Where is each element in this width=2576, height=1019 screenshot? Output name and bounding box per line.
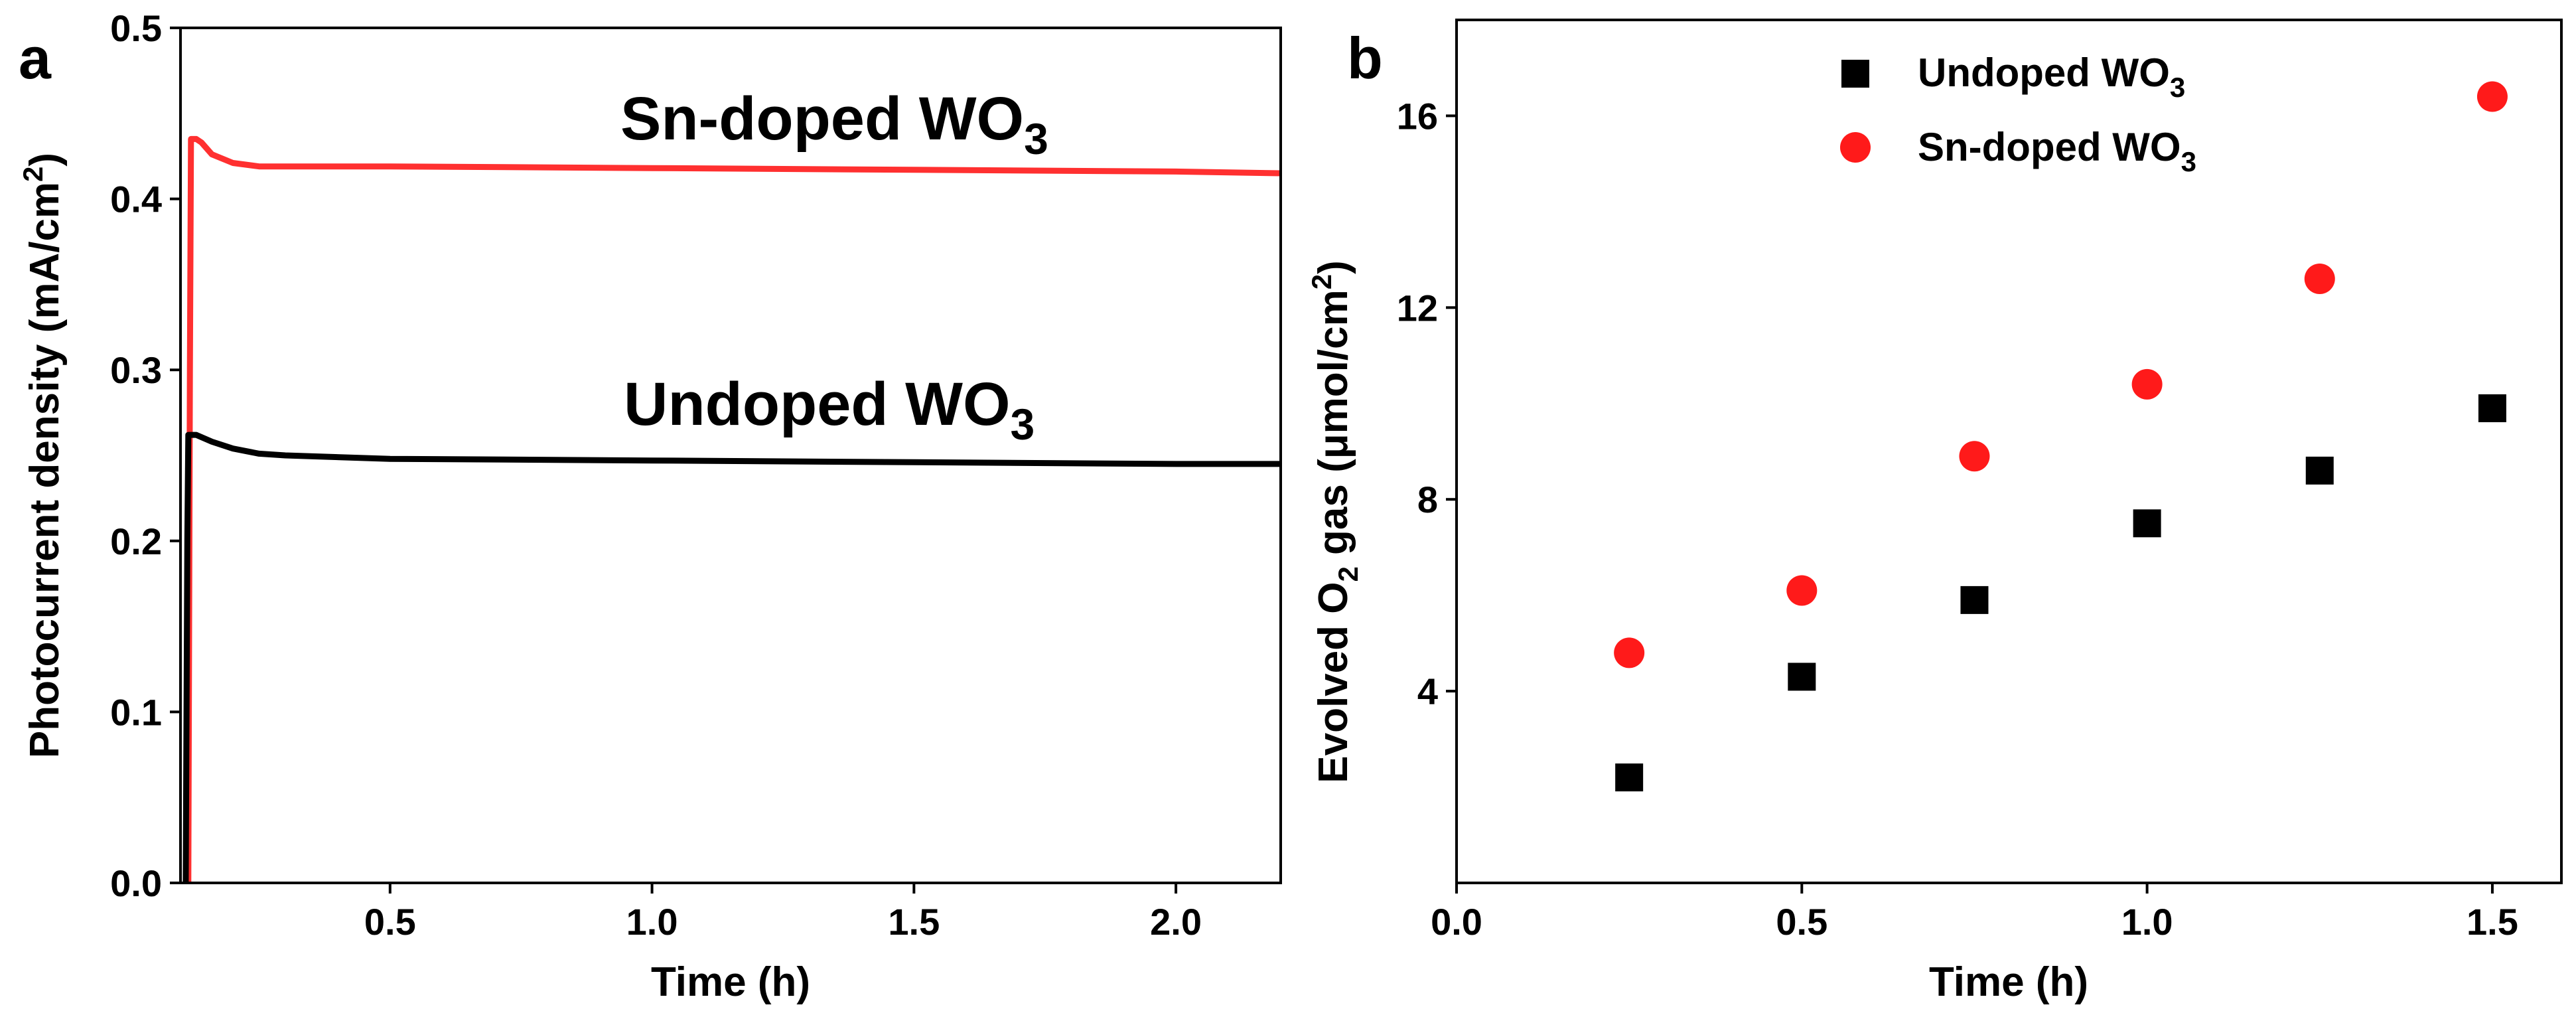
b-x-tick-label: 1.5 [2467, 901, 2518, 943]
panel-a-y-ticks: 0.0 0.1 0.2 0.3 0.4 0.5 [110, 7, 180, 904]
panel-b-series-group [1614, 81, 2508, 792]
panel-a-x-ticks: 0.5 1.0 1.5 2.0 [364, 883, 1202, 943]
a-y-tick-label: 0.3 [110, 349, 162, 391]
panel-b-y-axis-title: Evolved O2 gas (μmol/cm2) [1306, 260, 1364, 783]
panel-a-y-axis-title: Photocurrent density (mA/cm2) [17, 153, 68, 758]
b-y-tick-label: 16 [1397, 95, 1438, 137]
a-x-tick-label: 1.0 [626, 901, 678, 943]
a-y-tick-label: 0.1 [110, 691, 162, 733]
annotation-sn-doped: Sn-doped WO3 [620, 85, 1048, 163]
b-point-undoped-wo3 [1788, 663, 1816, 691]
b-point-sn-doped-wo3 [2476, 81, 2508, 112]
annotation-undoped: Undoped WO3 [624, 370, 1035, 449]
legend-label-sn-doped: Sn-doped WO3 [1918, 125, 2196, 177]
b-point-undoped-wo3 [1960, 586, 1989, 614]
a-x-tick-label: 0.5 [364, 901, 416, 943]
b-y-tick-label: 4 [1417, 670, 1438, 712]
b-x-tick-label: 0.0 [1431, 901, 1482, 943]
b-point-undoped-wo3 [2133, 509, 2161, 538]
b-x-tick-label: 1.0 [2121, 901, 2173, 943]
b-y-tick-label: 8 [1417, 479, 1438, 520]
a-x-tick-label: 1.5 [888, 901, 940, 943]
b-point-undoped-wo3 [2478, 394, 2506, 422]
panel-a-series-group [182, 135, 1281, 884]
panel-b-legend: Undoped WO3 Sn-doped WO3 [1840, 50, 2196, 177]
panel-b-plot-frame [1455, 19, 2563, 884]
legend-marker-undoped [1841, 60, 1869, 88]
panel-a-x-axis-title: Time (h) [651, 959, 810, 1005]
b-point-sn-doped-wo3 [2131, 368, 2163, 400]
a-line-sn-doped-wo3 [185, 135, 1281, 884]
a-y-tick-label: 0.0 [110, 862, 162, 904]
legend-label-undoped: Undoped WO3 [1918, 50, 2185, 103]
b-y-tick-label: 12 [1397, 287, 1438, 329]
b-point-sn-doped-wo3 [2304, 264, 2335, 294]
panel-b-oxygen-chart: b 0.0 0.5 1.0 1.5 4 8 12 16 Undoped WO3 Sn-dop… [1306, 19, 2563, 1005]
panel-b-y-ticks: 4 8 12 16 [1397, 95, 1457, 712]
a-x-tick-label: 2.0 [1150, 901, 1202, 943]
b-x-tick-label: 0.5 [1776, 901, 1827, 943]
a-line-undoped-wo3 [182, 431, 1281, 884]
panel-b-x-ticks: 0.0 0.5 1.0 1.5 [1431, 883, 2518, 943]
panel-b-x-axis-title: Time (h) [1929, 959, 2088, 1005]
panel-a-photocurrent-chart: a 0.5 1.0 1.5 2.0 0.0 0.1 0.2 0.3 0.4 0.5 Sn-dop… [17, 7, 1282, 1005]
b-point-sn-doped-wo3 [1786, 575, 1818, 606]
a-y-tick-label: 0.2 [110, 520, 162, 562]
b-point-undoped-wo3 [1615, 763, 1644, 792]
a-y-tick-label: 0.4 [110, 179, 162, 220]
b-point-sn-doped-wo3 [1614, 637, 1645, 668]
legend-marker-sn-doped [1840, 132, 1871, 163]
panel-b-label: b [1347, 25, 1383, 91]
b-point-undoped-wo3 [2305, 456, 2334, 485]
panel-a-plot-frame [179, 27, 1282, 884]
panel-a-label: a [19, 25, 52, 91]
b-point-sn-doped-wo3 [1959, 441, 1990, 472]
a-y-tick-label: 0.5 [110, 7, 162, 49]
